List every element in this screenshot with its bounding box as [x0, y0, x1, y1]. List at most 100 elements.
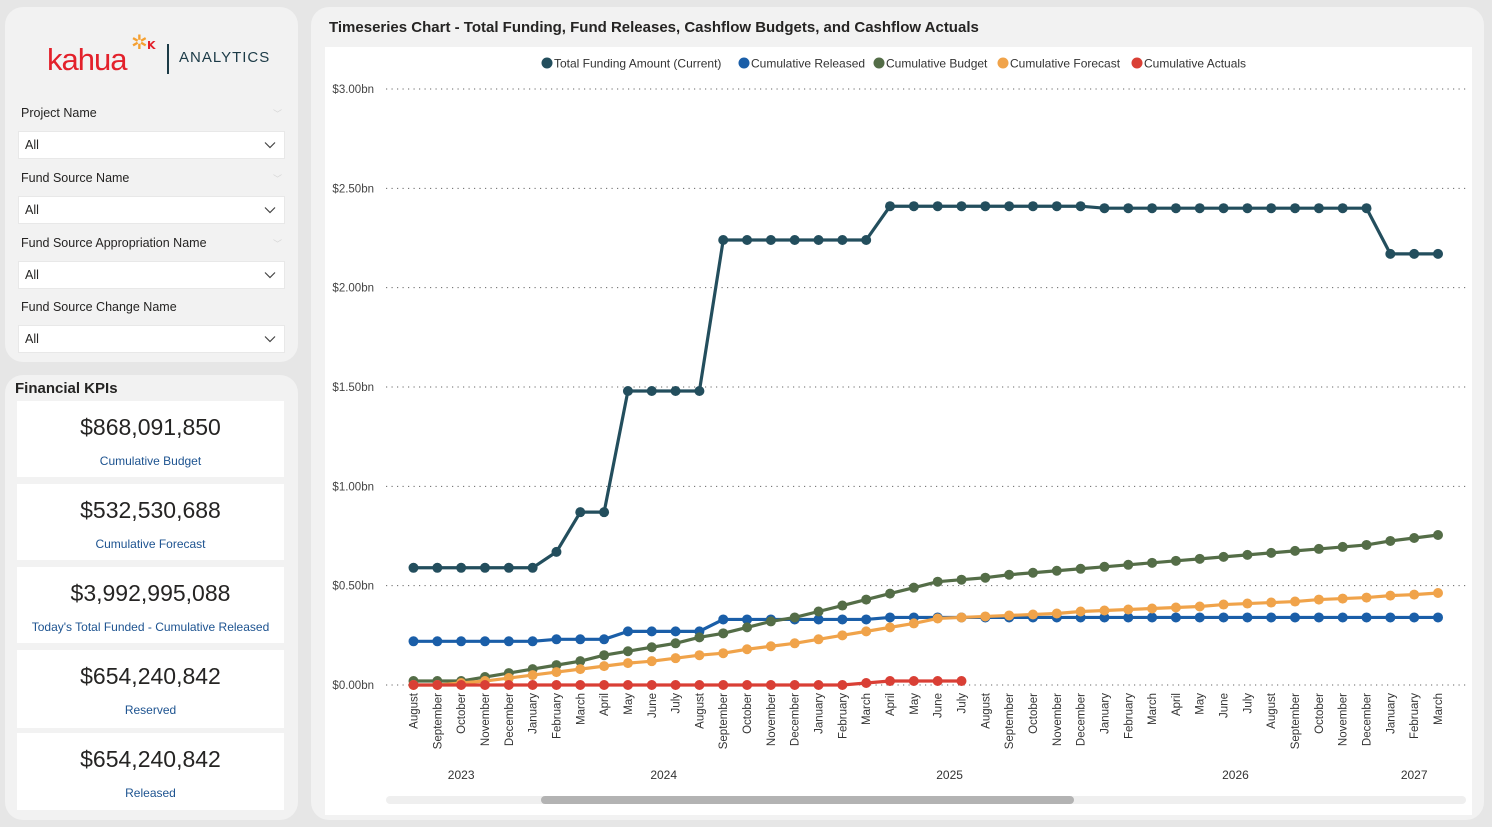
data-point[interactable]	[1123, 604, 1134, 615]
data-point[interactable]	[908, 582, 919, 593]
data-point[interactable]	[1075, 606, 1086, 617]
data-point[interactable]	[670, 638, 681, 649]
data-point[interactable]	[1218, 612, 1229, 623]
data-point[interactable]	[1170, 612, 1181, 623]
data-point[interactable]	[456, 680, 467, 690]
data-point[interactable]	[1290, 612, 1301, 623]
data-point[interactable]	[1099, 612, 1110, 623]
data-point[interactable]	[1313, 543, 1324, 554]
data-point[interactable]	[599, 661, 610, 672]
data-point[interactable]	[1313, 203, 1324, 214]
data-point[interactable]	[1051, 565, 1062, 576]
data-point[interactable]	[503, 680, 514, 690]
data-point[interactable]	[1313, 612, 1324, 623]
data-point[interactable]	[956, 612, 967, 623]
data-point[interactable]	[1361, 612, 1372, 623]
data-point[interactable]	[908, 618, 919, 629]
data-point[interactable]	[1099, 203, 1110, 214]
data-point[interactable]	[956, 676, 967, 687]
data-point[interactable]	[1290, 545, 1301, 556]
data-point[interactable]	[980, 611, 991, 622]
data-point[interactable]	[1051, 608, 1062, 619]
data-point[interactable]	[1218, 599, 1229, 610]
data-point[interactable]	[1027, 201, 1038, 212]
data-point[interactable]	[432, 636, 443, 647]
data-point[interactable]	[1099, 605, 1110, 616]
data-point[interactable]	[599, 680, 610, 690]
data-point[interactable]	[1242, 549, 1253, 560]
data-point[interactable]	[1170, 203, 1181, 214]
data-point[interactable]	[1409, 589, 1420, 600]
data-point[interactable]	[1337, 593, 1348, 604]
data-point[interactable]	[1266, 612, 1277, 623]
data-point[interactable]	[1313, 594, 1324, 605]
data-point[interactable]	[503, 562, 514, 573]
data-point[interactable]	[789, 234, 800, 245]
data-point[interactable]	[837, 680, 848, 690]
data-point[interactable]	[1385, 248, 1396, 259]
data-point[interactable]	[527, 670, 538, 681]
data-point[interactable]	[885, 622, 896, 633]
data-point[interactable]	[932, 676, 943, 687]
data-point[interactable]	[765, 234, 776, 245]
data-point[interactable]	[908, 676, 919, 687]
data-point[interactable]	[813, 606, 824, 617]
data-point[interactable]	[885, 676, 896, 687]
data-point[interactable]	[718, 614, 729, 625]
data-point[interactable]	[956, 574, 967, 585]
data-point[interactable]	[694, 650, 705, 661]
data-point[interactable]	[837, 600, 848, 611]
data-point[interactable]	[646, 385, 657, 396]
data-point[interactable]	[646, 680, 657, 690]
legend-label[interactable]: Cumulative Released	[751, 57, 865, 71]
data-point[interactable]	[1147, 557, 1158, 568]
fund-source-name-dropdown[interactable]: All	[18, 196, 285, 224]
data-point[interactable]	[1242, 203, 1253, 214]
data-point[interactable]	[1337, 203, 1348, 214]
data-point[interactable]	[1409, 612, 1420, 623]
data-point[interactable]	[1385, 535, 1396, 546]
data-point[interactable]	[861, 626, 872, 637]
data-point[interactable]	[432, 680, 443, 690]
data-point[interactable]	[1242, 598, 1253, 609]
data-point[interactable]	[1337, 612, 1348, 623]
data-point[interactable]	[694, 680, 705, 690]
data-point[interactable]	[1361, 592, 1372, 603]
data-point[interactable]	[1004, 201, 1015, 212]
data-point[interactable]	[1266, 547, 1277, 558]
data-point[interactable]	[1194, 553, 1205, 564]
data-point[interactable]	[789, 680, 800, 690]
data-point[interactable]	[885, 588, 896, 599]
data-point[interactable]	[551, 660, 562, 671]
data-point[interactable]	[956, 201, 967, 212]
data-point[interactable]	[1433, 530, 1443, 541]
data-point[interactable]	[1409, 248, 1420, 259]
data-point[interactable]	[670, 626, 681, 637]
data-point[interactable]	[1385, 612, 1396, 623]
data-point[interactable]	[1075, 201, 1086, 212]
data-point[interactable]	[980, 572, 991, 583]
data-point[interactable]	[551, 634, 562, 645]
data-point[interactable]	[575, 656, 586, 667]
data-point[interactable]	[1004, 610, 1015, 621]
data-point[interactable]	[527, 636, 538, 647]
data-point[interactable]	[1290, 203, 1301, 214]
data-point[interactable]	[1147, 203, 1158, 214]
legend-label[interactable]: Total Funding Amount (Current)	[554, 57, 721, 71]
data-point[interactable]	[622, 385, 633, 396]
data-point[interactable]	[1433, 248, 1443, 259]
data-point[interactable]	[575, 634, 586, 645]
data-point[interactable]	[551, 680, 562, 690]
data-point[interactable]	[813, 234, 824, 245]
data-point[interactable]	[527, 562, 538, 573]
data-point[interactable]	[861, 594, 872, 605]
data-point[interactable]	[622, 658, 633, 669]
data-point[interactable]	[1433, 612, 1443, 623]
data-point[interactable]	[599, 634, 610, 645]
data-point[interactable]	[456, 636, 467, 647]
data-point[interactable]	[1099, 561, 1110, 572]
data-point[interactable]	[670, 385, 681, 396]
data-point[interactable]	[861, 234, 872, 245]
data-point[interactable]	[861, 614, 872, 625]
data-point[interactable]	[670, 653, 681, 664]
